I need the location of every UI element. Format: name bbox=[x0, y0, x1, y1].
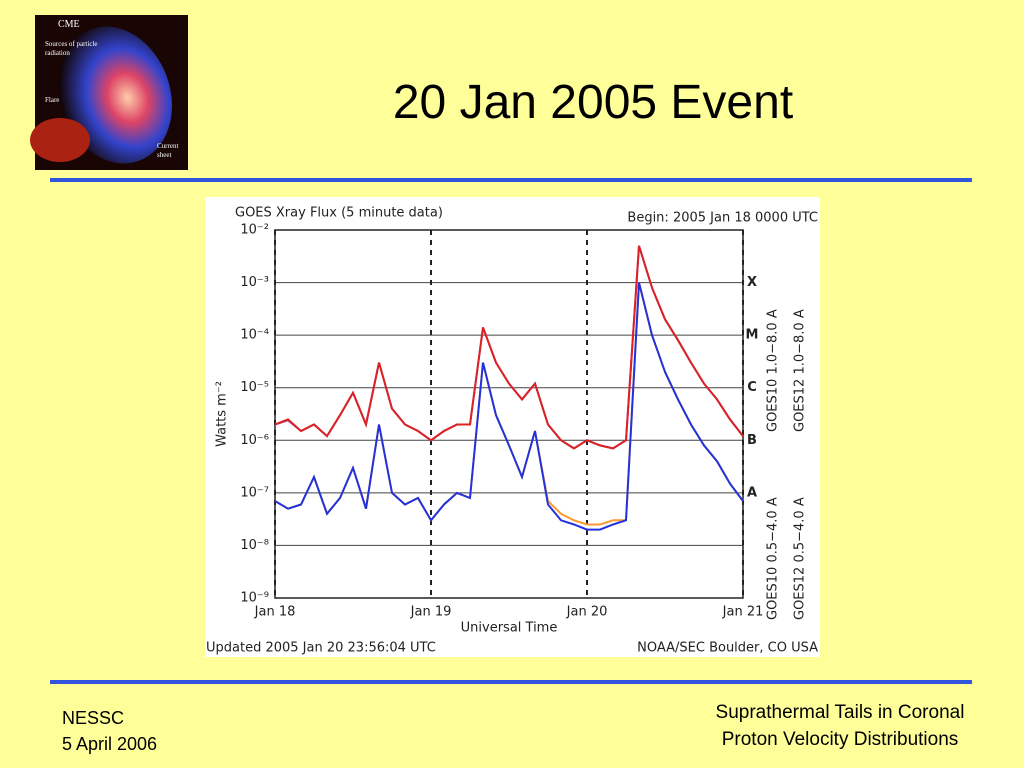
footer-left: NESSC bbox=[62, 708, 124, 728]
plot-frame bbox=[274, 229, 744, 599]
logo-label: Current bbox=[157, 142, 178, 150]
y-tick-label: 10⁻³ bbox=[240, 275, 269, 290]
chart: GOES Xray Flux (5 minute data) Begin: 20… bbox=[205, 197, 820, 657]
x-tick-label: Jan 20 bbox=[566, 605, 608, 620]
class-label: B bbox=[747, 433, 757, 448]
x-tick-label: Jan 18 bbox=[254, 605, 296, 620]
slide-title: 20 Jan 2005 Event bbox=[393, 76, 793, 129]
legend-entry: GOES12 0.5−4.0 A bbox=[793, 497, 808, 620]
chart-note: Updated 2005 Jan 20 23:56:04 UTC bbox=[206, 641, 436, 656]
class-label: C bbox=[747, 380, 757, 395]
legend-entry: GOES12 1.0−8.0 A bbox=[793, 309, 808, 432]
y-axis-label: Watts m⁻² bbox=[215, 381, 230, 447]
chart-title: GOES Xray Flux (5 minute data) bbox=[235, 206, 443, 221]
series-line bbox=[274, 282, 744, 531]
logo-label: radiation bbox=[45, 49, 70, 57]
y-tick-label: 10⁻² bbox=[240, 223, 269, 238]
logo-label: CME bbox=[58, 19, 80, 30]
x-tick-label: Jan 21 bbox=[722, 605, 764, 620]
y-tick-label: 10⁻⁷ bbox=[240, 485, 269, 500]
legend-entry: GOES10 1.0−8.0 A bbox=[766, 309, 781, 432]
footer-right: Proton Velocity Distributions bbox=[722, 729, 959, 750]
logo-flare bbox=[30, 118, 90, 162]
class-label: M bbox=[746, 328, 759, 343]
y-tick-label: 10⁻⁵ bbox=[240, 380, 269, 395]
x-axis-label: Universal Time bbox=[461, 621, 558, 636]
divider bbox=[50, 680, 972, 684]
y-tick-label: 10⁻⁴ bbox=[240, 328, 269, 343]
logo: CME Sources of particle radiation Flare … bbox=[30, 15, 188, 170]
footer-right: Suprathermal Tails in Coronal bbox=[716, 702, 965, 723]
divider bbox=[50, 178, 972, 182]
logo-label: Flare bbox=[45, 96, 59, 104]
class-label: X bbox=[747, 275, 757, 290]
y-tick-label: 10⁻⁸ bbox=[240, 538, 269, 553]
x-tick-label: Jan 19 bbox=[410, 605, 452, 620]
series-line bbox=[274, 245, 744, 450]
logo-label: sheet bbox=[157, 151, 171, 159]
y-tick-label: 10⁻⁹ bbox=[240, 591, 269, 606]
logo-label: Sources of particle bbox=[45, 40, 97, 48]
logo-cme bbox=[58, 26, 172, 164]
footer-left: 5 April 2006 bbox=[62, 734, 157, 754]
class-label: A bbox=[747, 485, 757, 500]
legend-entry: GOES10 0.5−4.0 A bbox=[766, 497, 781, 620]
chart-subtitle: Begin: 2005 Jan 18 0000 UTC bbox=[627, 211, 818, 226]
chart-note: NOAA/SEC Boulder, CO USA bbox=[637, 641, 818, 656]
y-tick-label: 10⁻⁶ bbox=[240, 433, 269, 448]
